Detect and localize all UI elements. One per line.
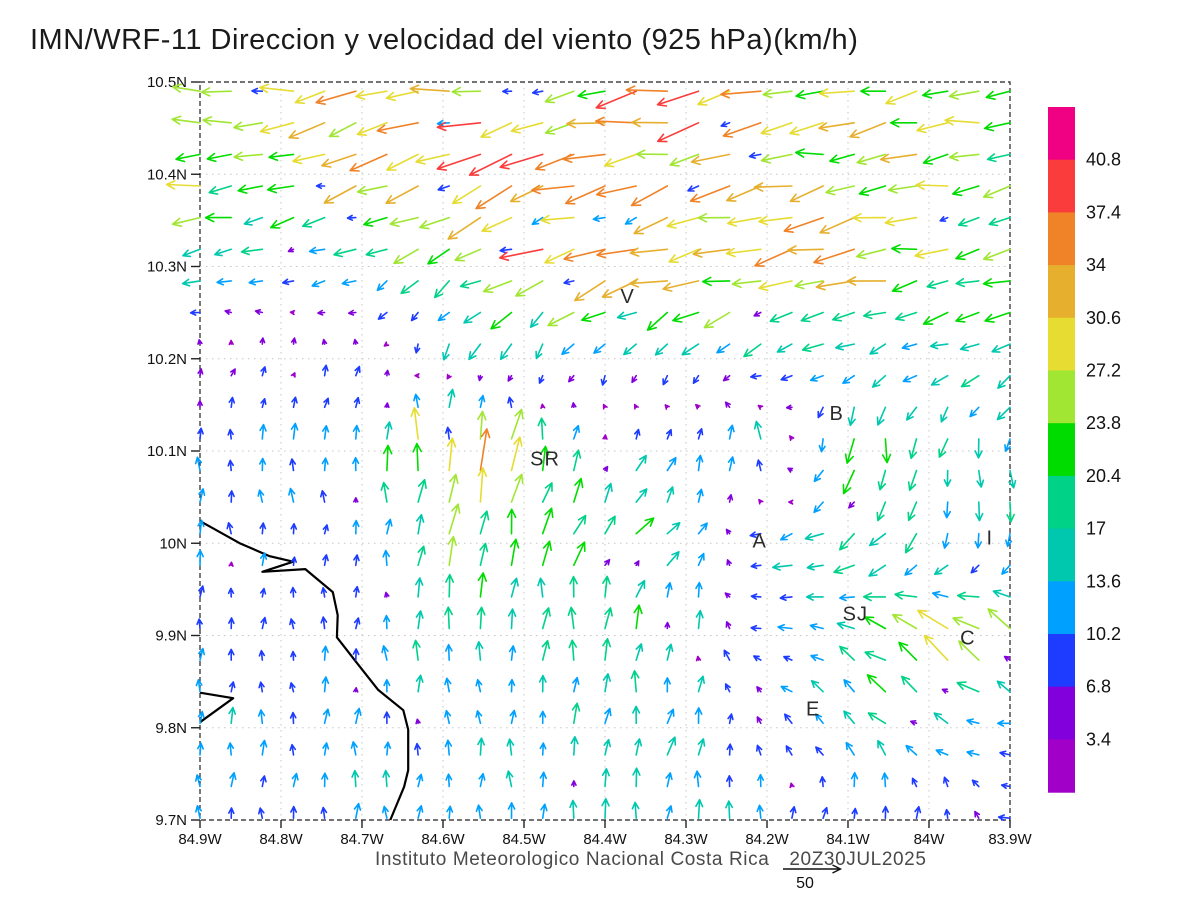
svg-text:17: 17 <box>1086 519 1106 539</box>
axis-tick-labels: 84.9W 84.8W 84.7W 84.6W 84.5W 84.4W 84.3W 84.2W… <box>147 74 1033 848</box>
footer-timestamp: 20Z30JUL2025 <box>789 849 927 870</box>
svg-text:40.8: 40.8 <box>1086 150 1121 170</box>
city-label-a: A <box>753 530 767 552</box>
lat-lon-gridlines <box>200 82 1010 820</box>
svg-text:20.4: 20.4 <box>1086 466 1121 486</box>
svg-text:84.2W: 84.2W <box>745 831 789 848</box>
svg-text:84.9W: 84.9W <box>178 831 222 848</box>
city-label-c: C <box>960 627 975 649</box>
svg-text:37.4: 37.4 <box>1086 202 1121 222</box>
svg-text:10N: 10N <box>159 535 187 552</box>
city-label-v: V <box>621 286 635 308</box>
svg-text:84.3W: 84.3W <box>664 831 708 848</box>
city-label-e: E <box>806 698 820 720</box>
city-labels: V SR B A I SJ C E <box>530 286 993 720</box>
city-label-b: B <box>829 403 843 425</box>
svg-text:84.6W: 84.6W <box>421 831 465 848</box>
svg-text:27.2: 27.2 <box>1086 361 1121 381</box>
city-label-sr: SR <box>530 448 560 470</box>
footer-credit-line: Instituto Meteorologico Nacional Costa R… <box>375 849 927 871</box>
city-label-i: I <box>986 528 993 550</box>
wind-vectors <box>165 83 1017 822</box>
svg-text:84.4W: 84.4W <box>583 831 627 848</box>
footer-credit: Instituto Meteorologico Nacional Costa R… <box>375 849 770 870</box>
svg-text:30.6: 30.6 <box>1086 308 1121 328</box>
svg-text:10.3N: 10.3N <box>147 259 187 276</box>
svg-text:10.4N: 10.4N <box>147 166 187 183</box>
svg-text:84W: 84W <box>914 831 946 848</box>
svg-text:6.8: 6.8 <box>1086 677 1111 697</box>
svg-text:34: 34 <box>1086 255 1106 275</box>
colorbar: 40.8 37.4 34 30.6 27.2 23.8 20.4 17 13.6 10.2 6.8 3… <box>1048 107 1121 793</box>
svg-text:13.6: 13.6 <box>1086 571 1121 591</box>
coastline <box>199 520 410 821</box>
svg-text:23.8: 23.8 <box>1086 413 1121 433</box>
chart-title: IMN/WRF-11 Direccion y velocidad del vie… <box>30 24 859 56</box>
svg-text:84.5W: 84.5W <box>502 831 546 848</box>
svg-text:3.4: 3.4 <box>1086 729 1111 749</box>
svg-text:84.1W: 84.1W <box>826 831 870 848</box>
reference-vector-label: 50 <box>796 875 814 892</box>
svg-text:9.9N: 9.9N <box>155 628 187 645</box>
svg-text:10.2: 10.2 <box>1086 624 1121 644</box>
svg-text:9.7N: 9.7N <box>155 812 187 829</box>
svg-text:10.1N: 10.1N <box>147 443 187 460</box>
svg-text:10.5N: 10.5N <box>147 74 187 91</box>
city-label-sj: SJ <box>843 603 868 625</box>
plot-frame <box>199 81 1011 821</box>
svg-text:9.8N: 9.8N <box>155 720 187 737</box>
svg-text:84.7W: 84.7W <box>340 831 384 848</box>
svg-text:84.8W: 84.8W <box>259 831 303 848</box>
svg-text:83.9W: 83.9W <box>988 831 1032 848</box>
svg-text:10.2N: 10.2N <box>147 351 187 368</box>
